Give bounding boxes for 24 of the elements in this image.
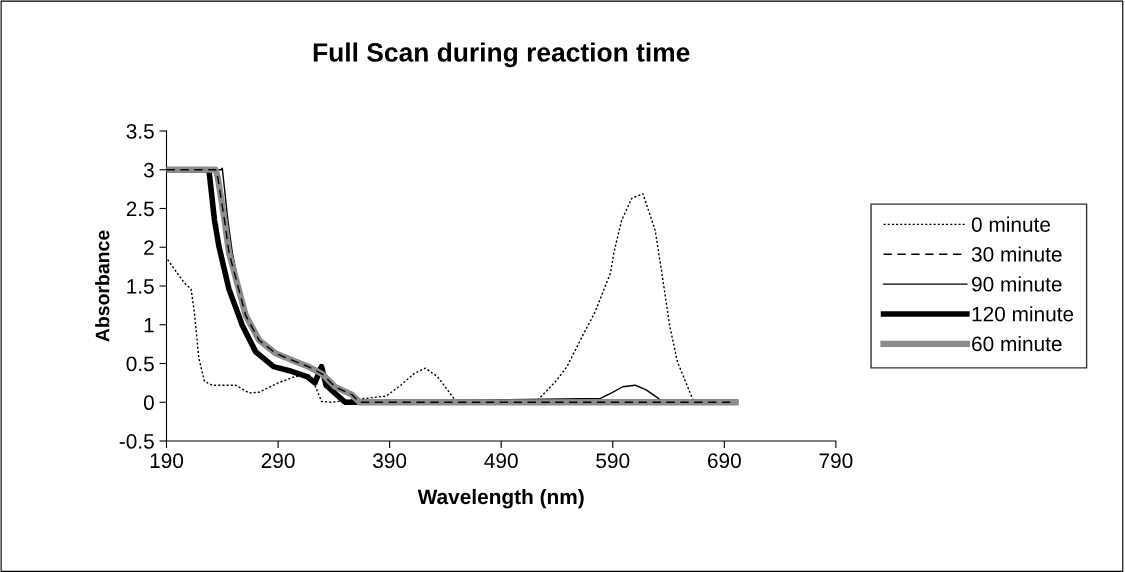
x-tick-label: 190 [150,453,184,469]
y-tick-label: 1 [144,317,154,333]
legend-label: 90 minute [972,276,1062,292]
legend-label: 0 minute [971,216,1051,232]
legend-label: 60 minute [972,335,1062,352]
x-tick-label: 290 [261,453,295,469]
x-tick-label: 690 [707,453,741,469]
y-tick-label: -0.5 [119,434,154,449]
chart-title: Full Scan during reaction time [313,42,690,68]
y-tick-label: 0 [143,395,154,411]
y-tick-label: 2 [144,240,154,255]
x-axis-title: Wavelength (nm) [417,488,584,509]
y-tick-label: 3 [143,162,154,178]
y-axis-title: Absorbance [95,230,110,342]
y-tick-label: 3.5 [126,123,154,139]
x-tick-label: 790 [819,453,853,469]
y-tick-label: 0.5 [126,356,154,372]
y-tick-label: 1.5 [127,279,154,294]
legend-label: 120 minute [972,306,1074,322]
legend-label: 30 minute [971,246,1062,262]
x-tick-label: 390 [373,453,407,469]
x-tick-label: 590 [596,453,630,469]
x-tick-label: 490 [484,453,518,469]
y-tick-label: 2.5 [126,201,154,217]
